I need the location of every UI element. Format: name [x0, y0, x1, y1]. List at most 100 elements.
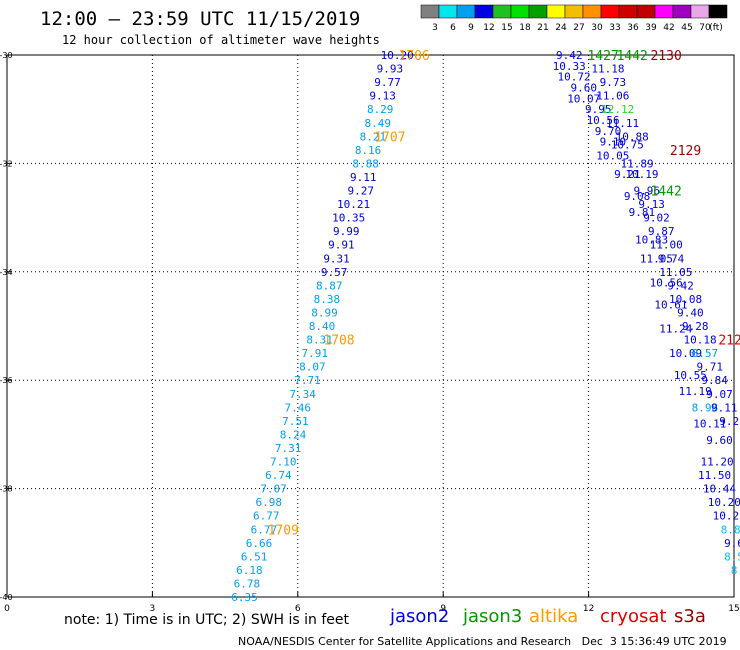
swh-value-label: 10.35	[332, 212, 365, 225]
swh-value-label: 9.27	[348, 185, 375, 198]
legend-label: 33	[609, 23, 620, 33]
time-label: 1442	[617, 49, 648, 64]
legend-label: 39	[645, 23, 657, 33]
x-tick-label: 12	[583, 604, 594, 614]
time-label: 2129	[670, 144, 701, 159]
swh-value-label: 11.24	[659, 323, 692, 336]
swh-value-label: 9.11	[711, 401, 738, 414]
swh-value-label: 8.16	[355, 144, 382, 157]
swh-value-label: 9.99	[333, 225, 360, 238]
swh-value-label: 8.57	[692, 347, 719, 360]
legend-label: 18	[519, 23, 531, 33]
swh-value-label: 9.87	[648, 225, 675, 238]
legend-label: 21	[537, 23, 548, 33]
swh-value-label: 8.38	[314, 293, 341, 306]
swh-value-label: 10.20	[381, 49, 414, 62]
time-label: 1707	[374, 130, 405, 145]
swh-value-label: 9.11	[350, 171, 377, 184]
swh-value-label: 10.55	[674, 369, 707, 382]
swh-value-label: 11.05	[640, 252, 673, 265]
time-label: 1709	[268, 523, 299, 538]
swh-value-label: 9.31	[323, 252, 350, 265]
time-label: 1708	[323, 334, 354, 349]
swh-value-label: 9.91	[328, 239, 355, 252]
swh-value-label: 6.18	[236, 564, 263, 577]
swh-value-label: 11.50	[698, 469, 731, 482]
swh-value-label: 9.77	[374, 76, 401, 89]
swh-value-label: 8.87	[316, 279, 343, 292]
swh-value-label: 8.29	[367, 103, 394, 116]
x-tick-label: 15	[728, 604, 739, 614]
sat-s3a: s3a	[674, 606, 706, 627]
sat-cryosat: cryosat	[600, 606, 667, 627]
time-label: 2127	[718, 334, 740, 349]
swh-value-label: 7.34	[289, 388, 316, 401]
swh-value-label: 8.40	[309, 320, 336, 333]
swh-value-label: 9.10	[600, 136, 627, 149]
swh-value-label: 12.12	[601, 103, 634, 116]
plot-frame	[6, 54, 735, 598]
chart-subtitle: 12 hour collection of altimeter wave hei…	[62, 33, 380, 47]
swh-value-label: 9.93	[377, 63, 404, 76]
swh-value-label: 8.31	[306, 334, 333, 347]
swh-value-label: 10.72	[557, 71, 590, 84]
legend-label: 3	[432, 23, 438, 33]
swh-value-label: 8.87	[721, 523, 740, 536]
swh-value-label: 9.07	[706, 388, 733, 401]
y-tick-label: -32	[0, 159, 13, 168]
legend-label: 24	[555, 23, 567, 33]
swh-value-label: 9.73	[600, 76, 627, 89]
x-tick-label: 3	[150, 604, 156, 614]
sat-jason3: jason3	[463, 606, 523, 627]
swh-value-label: 11.05	[659, 266, 692, 279]
swh-value-label: 10.05	[596, 149, 629, 162]
legend-swatch	[708, 4, 728, 19]
swh-value-label: 8.24	[280, 428, 307, 441]
swh-value-label: 7.31	[275, 442, 302, 455]
swh-value-label: 9.28	[682, 320, 709, 333]
swh-value-label: 9.95	[585, 103, 612, 116]
legend-label: 6	[450, 23, 456, 33]
time-label: 1427	[587, 49, 618, 64]
swh-value-label: 10.44	[703, 483, 736, 496]
swh-value-label: 7.07	[260, 483, 287, 496]
swh-value-label: 6.66	[246, 537, 273, 550]
time-label: 1706	[398, 49, 429, 64]
swh-value-label: 11.19	[679, 385, 712, 398]
legend-label: 9	[468, 23, 474, 33]
swh-value-label: 10.56	[650, 277, 683, 290]
swh-value-label: 7.51	[282, 415, 309, 428]
y-tick-label: -34	[0, 268, 13, 277]
swh-value-label: 9.70	[595, 125, 622, 138]
y-tick-label: -40	[0, 593, 13, 602]
color-scale-legend: 3 6 9 12 15 18 21 24 27 30 33 36 39 42 45 70(ft)	[420, 4, 728, 33]
swh-value-label: 9.42	[667, 279, 694, 292]
swh-value-label: 8.5	[724, 550, 740, 563]
swh-value-label: 8.49	[365, 117, 392, 130]
swh-value-label: 9.57	[321, 266, 348, 279]
swh-value-label: 10.09	[669, 347, 702, 360]
swh-value-label: 10.88	[616, 130, 649, 143]
swh-value-label: 9.96	[634, 185, 661, 198]
swh-value-label: 7.46	[285, 401, 312, 414]
swh-value-label: 10.83	[635, 233, 668, 246]
swh-value-label: 8.99	[311, 306, 338, 319]
swh-value-label: 10.21	[337, 198, 370, 211]
swh-value-label: 10.11	[693, 418, 726, 431]
swh-value-label: 7.10	[270, 456, 297, 469]
swh-value-label: 9.81	[629, 206, 656, 219]
swh-value-label: 11.18	[591, 63, 624, 76]
footer-note: note: 1) Time is in UTC; 2) SWH is in fe…	[64, 612, 350, 628]
swh-value-label: 8.88	[352, 157, 379, 170]
legend-label: 70	[699, 23, 711, 33]
x-tick-label: 6	[295, 604, 301, 614]
swh-value-label: 10.61	[654, 298, 687, 311]
swh-value-label: 9.84	[701, 374, 728, 387]
legend-label: 36	[627, 23, 639, 33]
swh-value-label: 9.21	[614, 168, 641, 181]
swh-value-label: 10.56	[587, 114, 620, 127]
legend-label: 12	[483, 23, 494, 33]
swh-value-label: 7.71	[294, 374, 321, 387]
legend-label: (ft)	[709, 23, 723, 33]
chart-title: 12:00 – 23:59 UTC 11/15/2019	[40, 8, 361, 30]
